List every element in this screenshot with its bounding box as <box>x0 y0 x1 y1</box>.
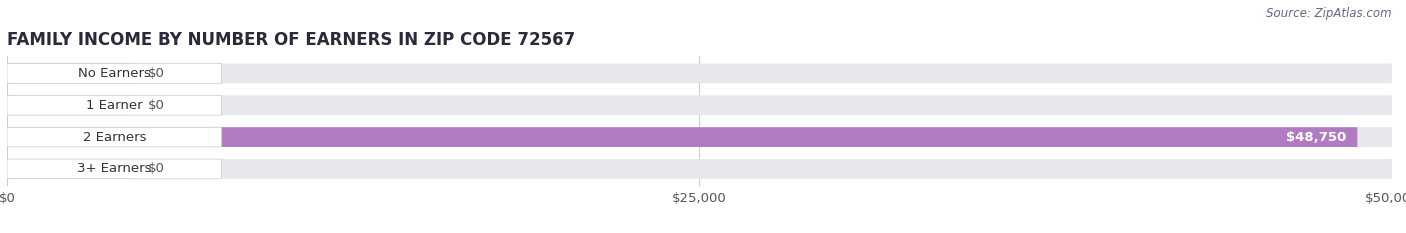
Text: No Earners: No Earners <box>77 67 150 80</box>
Text: 1 Earner: 1 Earner <box>86 99 142 112</box>
FancyBboxPatch shape <box>7 127 1392 147</box>
Text: FAMILY INCOME BY NUMBER OF EARNERS IN ZIP CODE 72567: FAMILY INCOME BY NUMBER OF EARNERS IN ZI… <box>7 31 575 49</box>
Text: Source: ZipAtlas.com: Source: ZipAtlas.com <box>1267 7 1392 20</box>
FancyBboxPatch shape <box>7 64 222 83</box>
FancyBboxPatch shape <box>7 64 132 83</box>
FancyBboxPatch shape <box>7 127 1357 147</box>
FancyBboxPatch shape <box>7 159 132 179</box>
FancyBboxPatch shape <box>7 95 222 115</box>
Text: $0: $0 <box>148 162 165 175</box>
FancyBboxPatch shape <box>7 64 1392 83</box>
Text: 3+ Earners: 3+ Earners <box>77 162 152 175</box>
Text: 2 Earners: 2 Earners <box>83 130 146 144</box>
Text: $48,750: $48,750 <box>1286 130 1346 144</box>
FancyBboxPatch shape <box>7 127 222 147</box>
FancyBboxPatch shape <box>7 159 222 179</box>
FancyBboxPatch shape <box>7 95 1392 115</box>
Text: $0: $0 <box>148 67 165 80</box>
FancyBboxPatch shape <box>7 95 132 115</box>
FancyBboxPatch shape <box>7 159 1392 179</box>
Text: $0: $0 <box>148 99 165 112</box>
